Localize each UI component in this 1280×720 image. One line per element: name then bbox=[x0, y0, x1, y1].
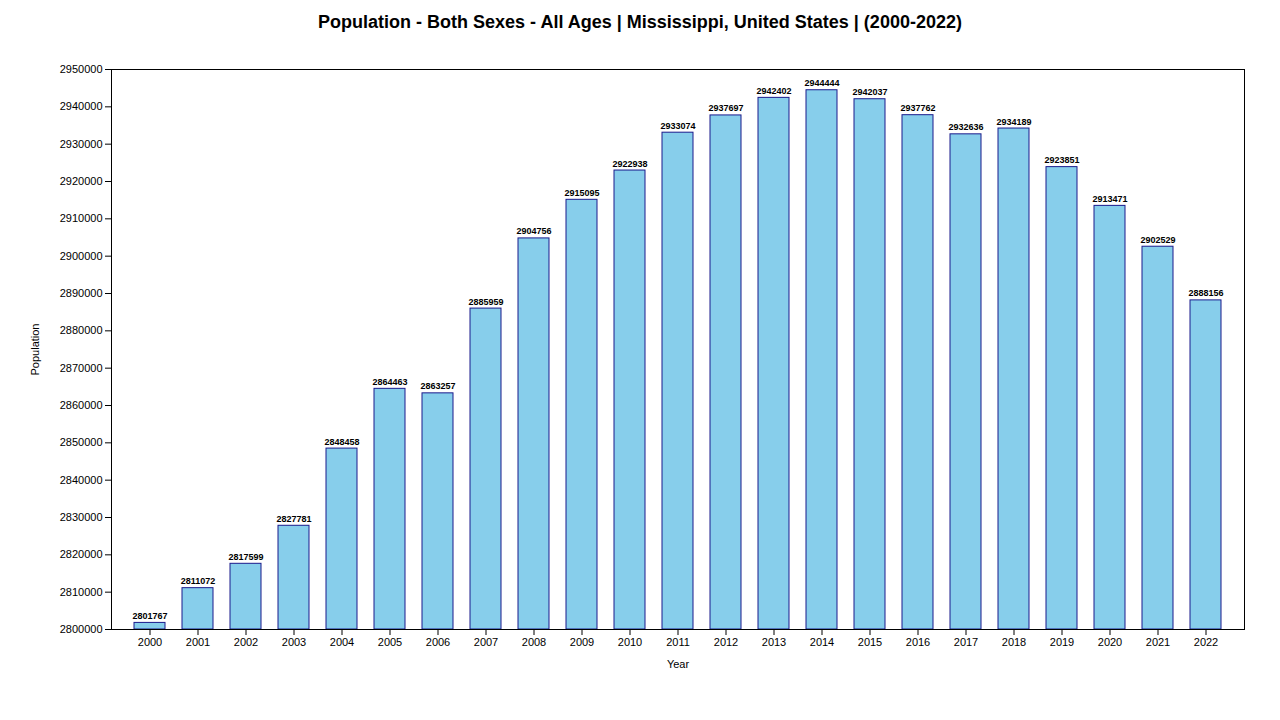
svg-text:2000: 2000 bbox=[138, 636, 162, 648]
svg-text:2012: 2012 bbox=[714, 636, 738, 648]
svg-text:2937697: 2937697 bbox=[708, 103, 743, 113]
svg-text:2902529: 2902529 bbox=[1140, 235, 1175, 245]
svg-text:2011: 2011 bbox=[666, 636, 690, 648]
svg-text:2019: 2019 bbox=[1050, 636, 1074, 648]
svg-text:2910000: 2910000 bbox=[60, 212, 103, 224]
svg-text:Population: Population bbox=[29, 324, 41, 376]
svg-text:2020: 2020 bbox=[1098, 636, 1122, 648]
svg-text:2002: 2002 bbox=[234, 636, 258, 648]
svg-text:2820000: 2820000 bbox=[60, 548, 103, 560]
svg-text:2922938: 2922938 bbox=[612, 159, 647, 169]
svg-text:2934189: 2934189 bbox=[996, 117, 1031, 127]
svg-text:2008: 2008 bbox=[522, 636, 546, 648]
svg-text:2021: 2021 bbox=[1146, 636, 1170, 648]
svg-text:2013: 2013 bbox=[762, 636, 786, 648]
html-text:Population - Both Sexes - All: Population - Both Sexes - All Ages | Mis… bbox=[318, 12, 962, 32]
svg-text:2885959: 2885959 bbox=[468, 297, 503, 307]
svg-text:2007: 2007 bbox=[474, 636, 498, 648]
svg-text:2005: 2005 bbox=[378, 636, 402, 648]
svg-text:2944444: 2944444 bbox=[804, 78, 839, 88]
svg-text:2915095: 2915095 bbox=[564, 188, 599, 198]
svg-text:2014: 2014 bbox=[810, 636, 834, 648]
svg-text:2933074: 2933074 bbox=[660, 121, 695, 131]
svg-text:2015: 2015 bbox=[858, 636, 882, 648]
svg-text:2016: 2016 bbox=[906, 636, 930, 648]
svg-text:2930000: 2930000 bbox=[60, 138, 103, 150]
svg-text:2900000: 2900000 bbox=[60, 250, 103, 262]
svg-text:2888156: 2888156 bbox=[1188, 288, 1223, 298]
svg-text:2810000: 2810000 bbox=[60, 586, 103, 598]
svg-text:2811072: 2811072 bbox=[181, 576, 216, 586]
svg-text:2840000: 2840000 bbox=[60, 474, 103, 486]
svg-text:2913471: 2913471 bbox=[1092, 194, 1127, 204]
svg-text:2920000: 2920000 bbox=[60, 175, 103, 187]
svg-text:2827781: 2827781 bbox=[276, 514, 311, 524]
svg-text:2801767: 2801767 bbox=[132, 611, 167, 621]
svg-text:2017: 2017 bbox=[954, 636, 978, 648]
svg-text:2942402: 2942402 bbox=[756, 86, 791, 96]
svg-text:2003: 2003 bbox=[282, 636, 306, 648]
svg-text:2940000: 2940000 bbox=[60, 100, 103, 112]
svg-text:2850000: 2850000 bbox=[60, 436, 103, 448]
svg-text:2817599: 2817599 bbox=[228, 552, 263, 562]
svg-text:2870000: 2870000 bbox=[60, 362, 103, 374]
svg-text:2860000: 2860000 bbox=[60, 399, 103, 411]
svg-text:2863257: 2863257 bbox=[420, 381, 455, 391]
svg-text:2009: 2009 bbox=[570, 636, 594, 648]
svg-text:2004: 2004 bbox=[330, 636, 354, 648]
svg-text:2010: 2010 bbox=[618, 636, 642, 648]
svg-text:2864463: 2864463 bbox=[372, 377, 407, 387]
svg-text:2923851: 2923851 bbox=[1044, 155, 1079, 165]
svg-text:2848458: 2848458 bbox=[324, 437, 359, 447]
svg-text:2950000: 2950000 bbox=[60, 63, 103, 75]
svg-text:2890000: 2890000 bbox=[60, 287, 103, 299]
svg-text:2904756: 2904756 bbox=[516, 226, 551, 236]
svg-text:2942037: 2942037 bbox=[852, 87, 887, 97]
svg-text:2880000: 2880000 bbox=[60, 324, 103, 336]
svg-text:2006: 2006 bbox=[426, 636, 450, 648]
svg-text:2800000: 2800000 bbox=[60, 623, 103, 635]
svg-text:Year: Year bbox=[667, 658, 690, 670]
svg-text:2018: 2018 bbox=[1002, 636, 1026, 648]
svg-text:2022: 2022 bbox=[1194, 636, 1218, 648]
svg-text:2932636: 2932636 bbox=[948, 122, 983, 132]
svg-text:2830000: 2830000 bbox=[60, 511, 103, 523]
svg-text:2937762: 2937762 bbox=[900, 103, 935, 113]
svg-text:2001: 2001 bbox=[186, 636, 210, 648]
